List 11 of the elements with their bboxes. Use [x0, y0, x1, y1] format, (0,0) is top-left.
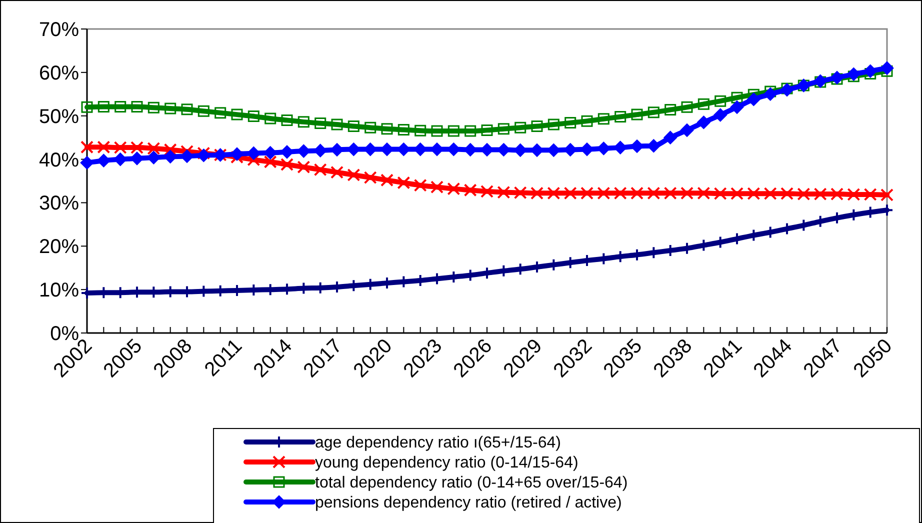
y-tick-label: 60% — [38, 62, 80, 84]
legend-label: pensions dependency ratio (retired / active) — [315, 494, 622, 512]
y-tick-label: 10% — [38, 280, 80, 302]
y-tick-label: 40% — [38, 149, 80, 172]
y-tick-label: 30% — [38, 192, 80, 215]
y-tick-label: 50% — [38, 106, 80, 128]
legend-label: age dependency ratio ı(65+/15-64) — [315, 434, 561, 452]
legend-label: total dependency ratio (0-14+65 over/15-64) — [315, 474, 628, 492]
y-tick-label: 70% — [38, 19, 80, 41]
y-tick-label: 20% — [38, 236, 80, 258]
legend-label: young dependency ratio (0-14/15-64) — [315, 454, 578, 472]
